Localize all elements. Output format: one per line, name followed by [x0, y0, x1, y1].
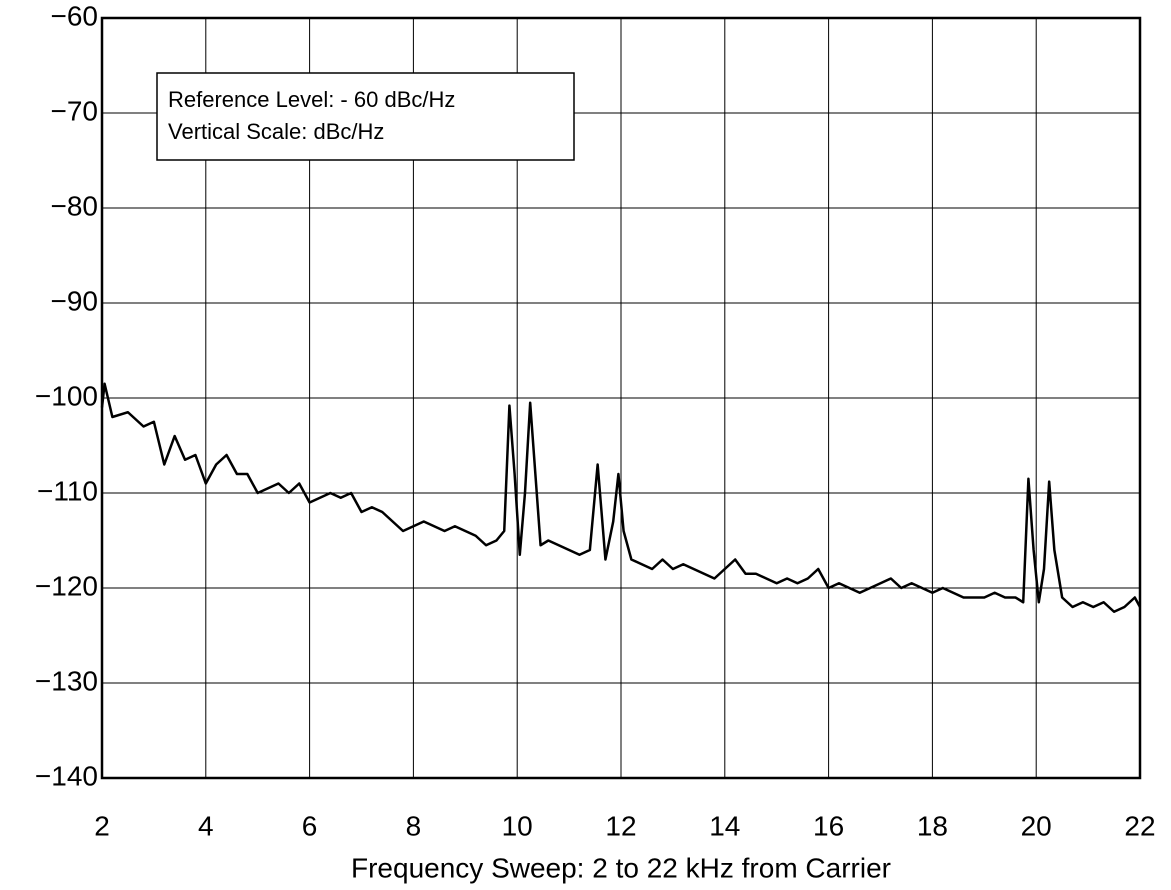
data-line: [100, 382, 1142, 613]
annotation: Vertical Scale: dBc/Hz: [168, 119, 384, 144]
x-tick-label: 20: [1021, 810, 1052, 841]
y-tick-label: −90: [51, 285, 99, 316]
y-tick-label: −60: [51, 0, 99, 31]
x-tick-label: 6: [302, 810, 318, 841]
x-tick-label: 18: [917, 810, 948, 841]
y-tick-label: −80: [51, 190, 99, 221]
y-tick-label: −70: [51, 95, 99, 126]
y-tick-label: −140: [35, 760, 98, 791]
y-tick-label: −130: [35, 665, 98, 696]
legend-box: [156, 72, 575, 161]
y-tick-label: −120: [35, 570, 98, 601]
x-axis-label: Frequency Sweep: 2 to 22 kHz from Carrie…: [351, 852, 891, 883]
y-tick-label: −110: [37, 475, 98, 506]
x-tick-label: 8: [406, 810, 422, 841]
x-tick-label: 14: [709, 810, 740, 841]
annotation: Reference Level: - 60 dBc/Hz: [168, 87, 455, 112]
x-tick-label: 4: [198, 810, 214, 841]
x-tick-label: 2: [94, 810, 110, 841]
x-tick-label: 12: [605, 810, 636, 841]
y-tick-label: −100: [35, 380, 98, 411]
x-tick-label: 16: [813, 810, 844, 841]
x-tick-label: 22: [1124, 810, 1155, 841]
x-tick-label: 10: [502, 810, 533, 841]
